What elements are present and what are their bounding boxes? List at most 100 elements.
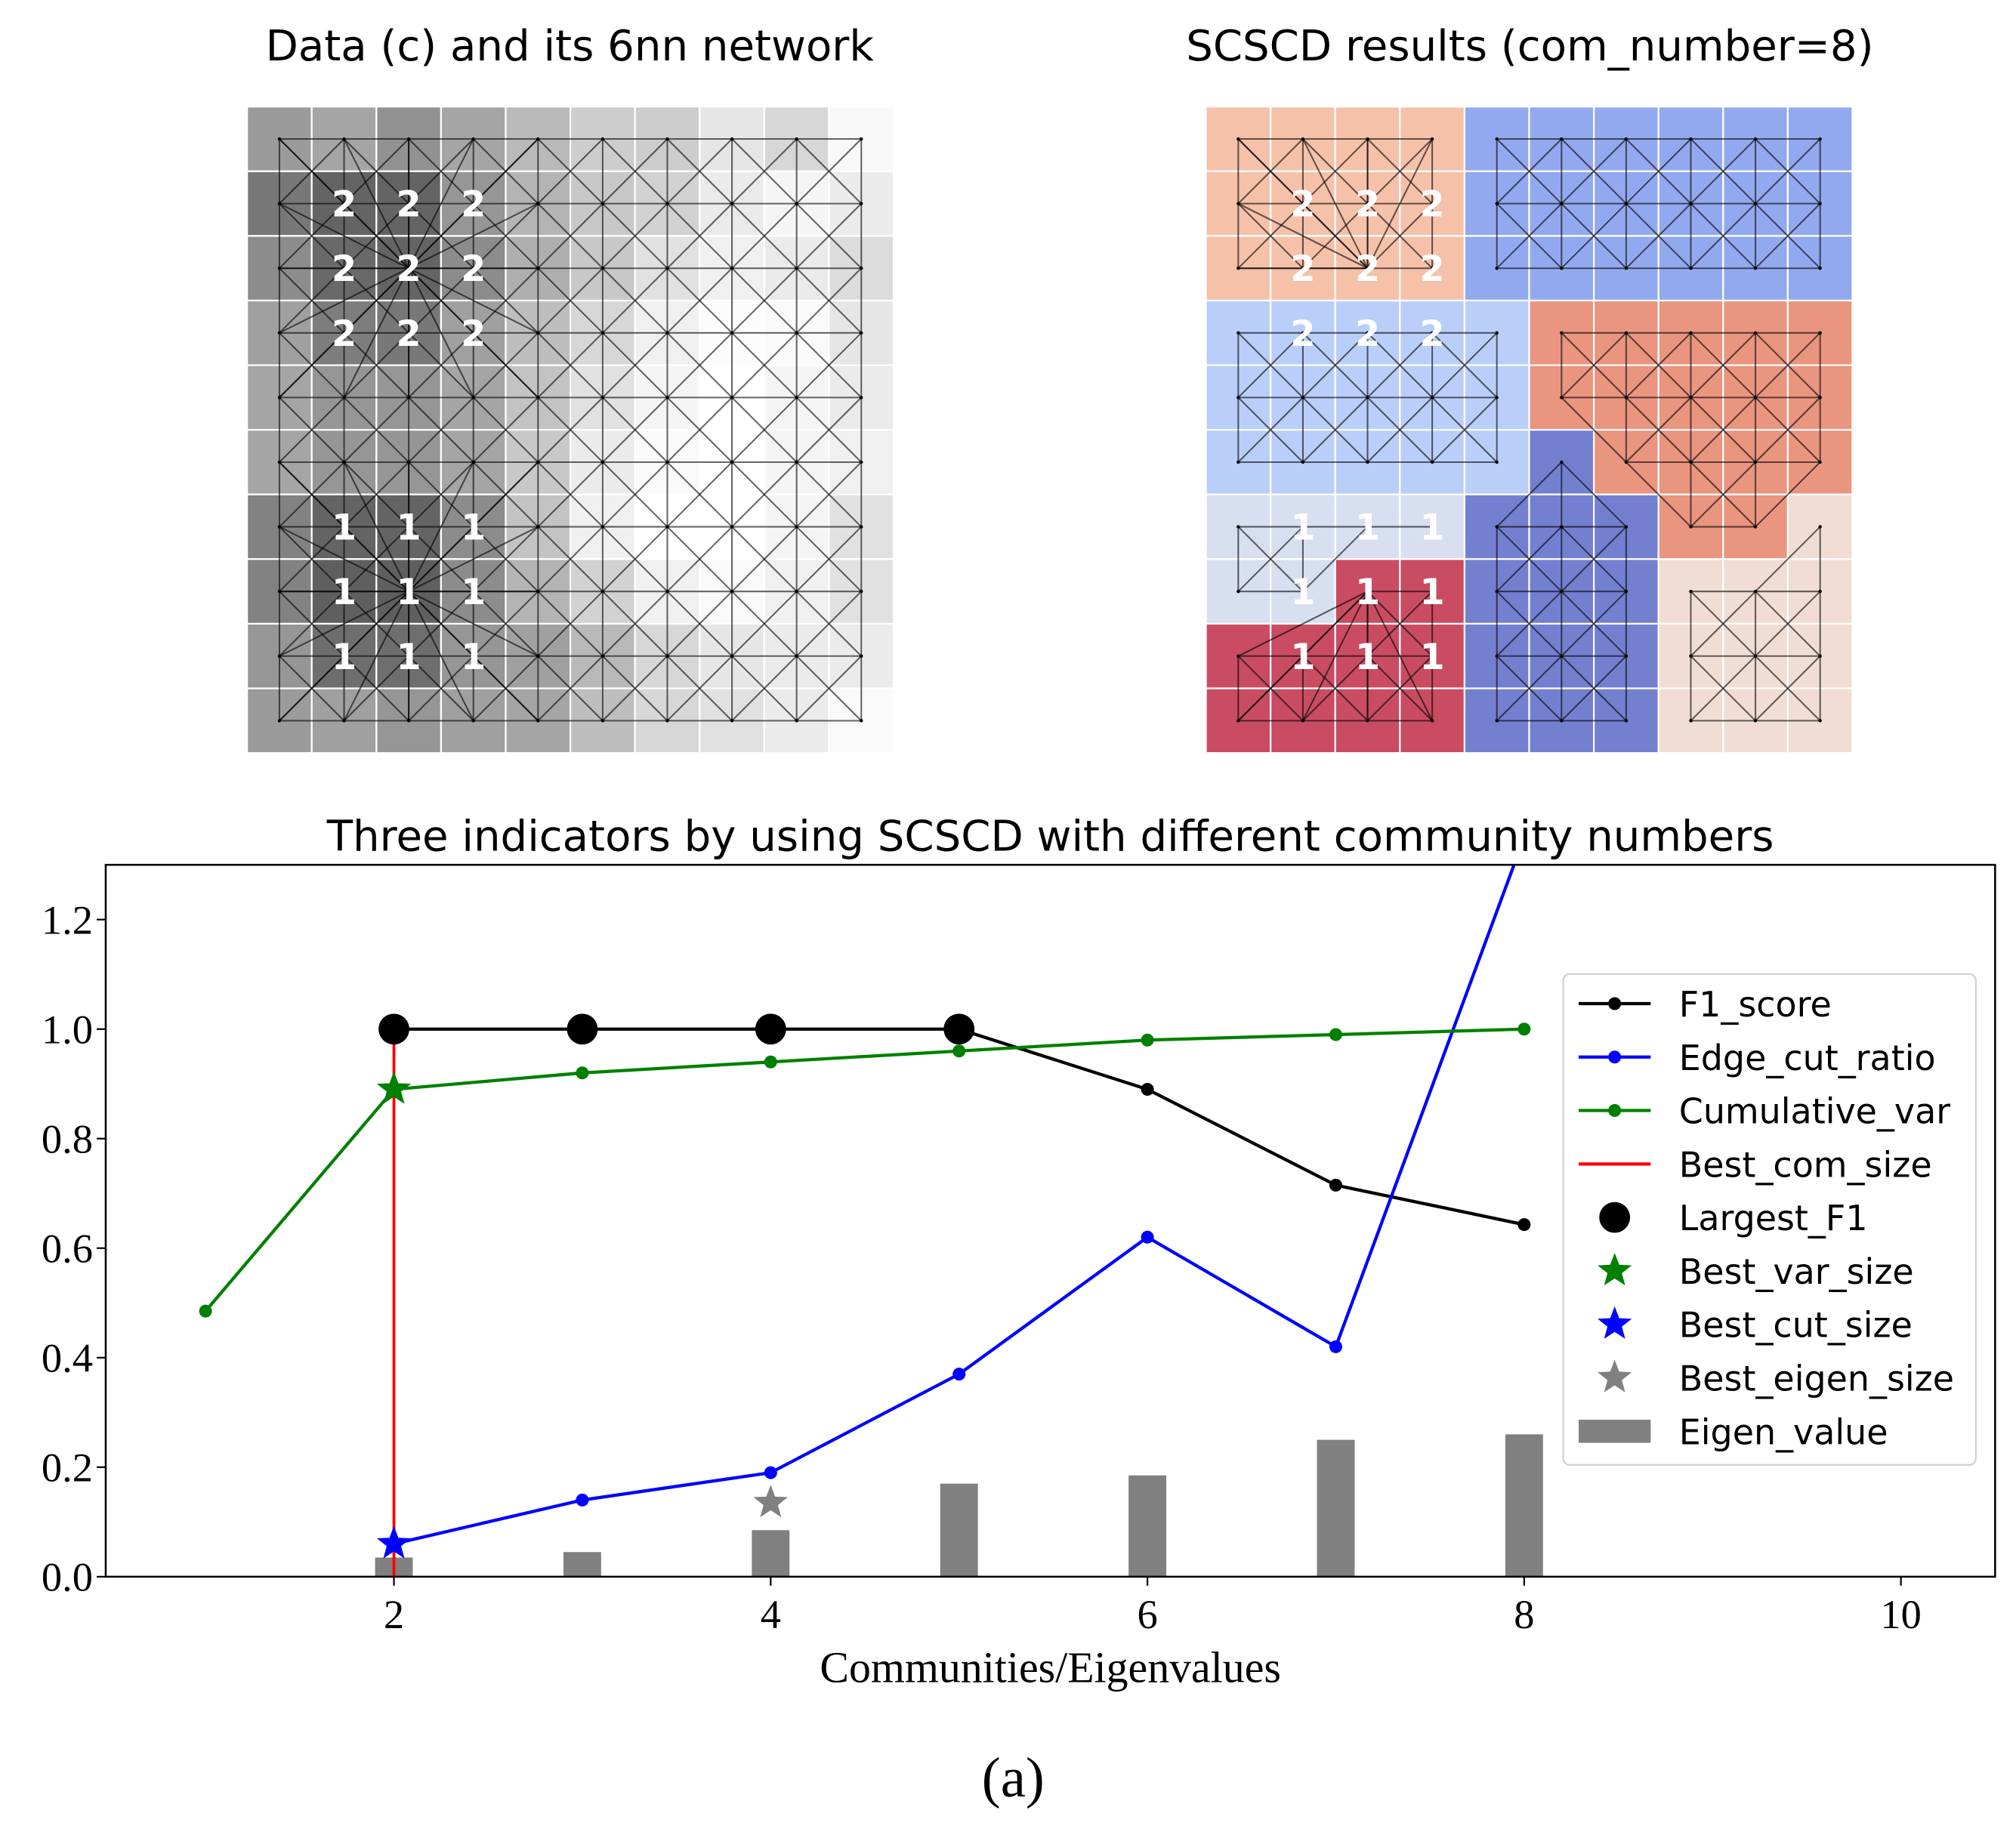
network-node: [536, 719, 540, 723]
network-edge: [408, 138, 474, 205]
network-node: [1366, 589, 1369, 594]
network-edge: [1561, 526, 1627, 592]
network-node: [1301, 396, 1305, 399]
node-label: 1: [1290, 507, 1315, 549]
network-node: [1366, 460, 1369, 464]
network-node: [536, 396, 540, 399]
network-edge: [408, 396, 474, 463]
network-node: [1366, 267, 1369, 270]
network-node: [406, 331, 411, 335]
network-node: [1495, 719, 1499, 723]
network-edge: [666, 202, 733, 269]
network-edge: [1625, 138, 1692, 205]
node-label: 2: [1355, 248, 1380, 290]
network-edge: [602, 591, 668, 657]
network-edge: [1302, 591, 1369, 721]
network-node: [1624, 460, 1629, 464]
network-edge: [1237, 332, 1304, 399]
node-label: 2: [332, 184, 357, 226]
network-node: [1366, 525, 1369, 529]
network-edge: [408, 138, 474, 269]
network-node: [1236, 589, 1240, 594]
network-node: [860, 396, 863, 399]
node-label: 2: [1290, 184, 1315, 226]
network-node: [342, 654, 346, 658]
network-edge: [1561, 202, 1627, 269]
network-edge: [1690, 202, 1756, 269]
network-node: [795, 137, 798, 141]
network-node: [795, 654, 798, 658]
network-node: [1430, 396, 1434, 399]
network-edge: [1366, 591, 1434, 721]
network-node: [1818, 654, 1822, 658]
network-edge: [537, 396, 604, 463]
network-node: [1560, 719, 1564, 723]
left-heatmap-network: 2 2 22 2 22 2 21 1 11 1 11 1 1: [246, 106, 895, 754]
network-node: [342, 267, 346, 270]
network-edge: [472, 396, 539, 463]
network-node: [471, 331, 475, 335]
legend-marker-f1-score: [1608, 997, 1622, 1010]
network-edge: [666, 591, 733, 657]
f1-score-point: [1141, 1082, 1154, 1097]
network-edge: [537, 461, 604, 528]
edge-cut-ratio-point: [952, 1368, 966, 1381]
network-edge: [279, 591, 345, 657]
f1-score-point: [1329, 1178, 1342, 1192]
network-edge: [666, 461, 733, 528]
network-node: [600, 654, 605, 658]
best-eigen-size-marker: [753, 1485, 789, 1518]
legend-marker-eigen-value: [1579, 1419, 1651, 1443]
network-node: [665, 719, 669, 723]
network-edge: [408, 267, 539, 334]
network-node: [1301, 137, 1305, 141]
legend-box: [1562, 973, 1977, 1466]
cumulative-var-point: [952, 1044, 966, 1058]
network-node: [1366, 719, 1369, 723]
network-node: [277, 654, 282, 658]
network-node: [1495, 396, 1499, 399]
node-label: 1: [332, 637, 357, 678]
network-edge: [343, 655, 409, 722]
network-edge: [602, 526, 668, 592]
legend-marker-largest-f1: [1599, 1201, 1631, 1233]
node-label: 1: [1355, 572, 1380, 613]
network-node: [536, 331, 540, 335]
network-node: [342, 589, 346, 594]
network-node: [1818, 589, 1822, 594]
network-node: [600, 460, 605, 464]
node-label: 1: [332, 507, 357, 549]
network-node: [342, 525, 346, 529]
network-edge: [1302, 396, 1369, 463]
network-edge: [1690, 332, 1756, 399]
cumulative-var-line: [204, 1027, 1524, 1312]
network-edge: [472, 267, 539, 334]
largest-f1-marker: [378, 1013, 409, 1045]
network-edge: [408, 591, 539, 657]
network-edge: [1755, 461, 1821, 528]
node-label: 1: [461, 637, 486, 678]
node-label: 1: [1420, 637, 1445, 678]
y-tick-label: 0.2: [42, 1445, 93, 1491]
y-tick-label: 1.0: [42, 1006, 93, 1052]
node-label: 2: [1420, 184, 1445, 226]
network-node: [730, 460, 734, 464]
network-node: [277, 137, 282, 141]
network-node: [342, 331, 346, 335]
network-edge: [795, 202, 862, 269]
network-node: [1236, 396, 1240, 399]
network-node: [665, 267, 669, 270]
node-label: 1: [332, 572, 357, 613]
cumulative-var-point: [576, 1066, 589, 1080]
network-node: [1624, 396, 1629, 399]
network-node: [536, 525, 540, 529]
network-edge: [472, 526, 539, 592]
network-node: [730, 396, 734, 399]
network-node: [665, 331, 669, 335]
network-node: [665, 589, 669, 594]
network-edge: [537, 332, 604, 399]
network-node: [406, 589, 411, 594]
network-edge: [1496, 526, 1563, 592]
network-node: [471, 460, 475, 464]
network-node: [1560, 396, 1564, 399]
